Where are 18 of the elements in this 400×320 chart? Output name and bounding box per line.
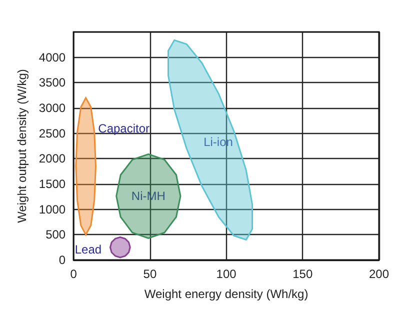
y-tick-label: 4000	[38, 50, 66, 64]
y-tick-label: 1000	[38, 202, 66, 216]
x-axis-title: Weight energy density (Wh/kg)	[144, 287, 308, 301]
y-tick-label: 3500	[38, 76, 66, 90]
x-tick-label: 0	[70, 267, 78, 281]
y-tick-label: 2500	[38, 126, 66, 140]
y-tick-label: 3000	[38, 101, 66, 115]
series-label: Lead	[74, 242, 102, 256]
series-label: Capacitor	[98, 121, 150, 136]
y-tick-label: 500	[46, 228, 66, 242]
y-tick-label: 2000	[38, 152, 66, 166]
x-tick-label: 50	[143, 267, 157, 281]
y-axis-title: Weight output density (W/kg)	[15, 69, 29, 223]
y-tick-label: 0	[58, 253, 66, 267]
x-tick-label: 150	[292, 267, 313, 281]
y-tick-label: 1500	[38, 177, 66, 191]
x-tick-label: 100	[216, 267, 237, 281]
x-tick-label: 200	[368, 267, 390, 281]
